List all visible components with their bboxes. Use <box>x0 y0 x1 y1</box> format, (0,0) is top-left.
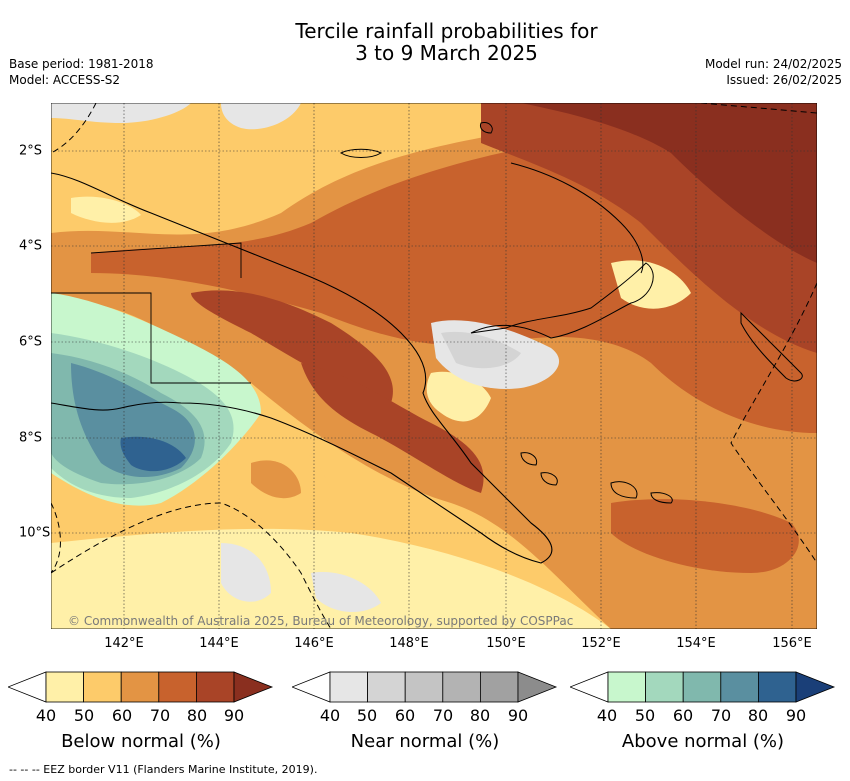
meta-left: Base period: 1981-2018 Model: ACCESS-S2 <box>9 56 154 88</box>
border-line <box>51 292 251 384</box>
colorbar-near-normal <box>292 671 558 703</box>
cbar-above-tick: 90 <box>785 706 807 725</box>
colorbar-swatch <box>329 671 368 703</box>
colorbar-swatch <box>367 671 406 703</box>
lon-label-152e: 152°E <box>581 636 621 651</box>
lon-label-148e: 148°E <box>389 636 429 651</box>
title-line-1: Tercile rainfall probabilities for <box>295 19 598 43</box>
coastline-manus <box>339 148 383 158</box>
copyright-text: © Commonwealth of Australia 2025, Bureau… <box>68 614 574 628</box>
coastline-bougainville <box>740 311 803 382</box>
colorbar-above-swatches <box>607 671 797 703</box>
colorbar-swatch <box>479 671 519 703</box>
below-normal-70-region-se <box>611 499 799 573</box>
cbar-near-tick: 70 <box>432 706 454 725</box>
colorbar-below-title: Below normal (%) <box>61 731 221 752</box>
colorbar-swatch <box>720 671 759 703</box>
colorbar-below-min-arrow <box>8 671 47 703</box>
below-normal-60-region-gulf <box>251 460 301 499</box>
above-normal-80-region <box>120 436 186 472</box>
colorbar-swatch <box>645 671 684 703</box>
lat-label-10s: 10°S <box>19 525 51 541</box>
colorbar-swatch <box>404 671 444 703</box>
model-run: Model run: 24/02/2025 <box>704 57 842 71</box>
cbar-below-tick: 50 <box>73 706 95 725</box>
cbar-below-tick: 60 <box>111 706 133 725</box>
graticule <box>51 103 817 629</box>
near-normal-50-region-east <box>441 331 521 369</box>
eez-border <box>51 103 817 629</box>
lat-label-6s: 6°S <box>19 334 43 350</box>
base-period: Base period: 1981-2018 <box>9 57 154 71</box>
map-title: Tercile rainfall probabilities for 3 to … <box>0 20 850 64</box>
meta-right: Model run: 24/02/2025 Issued: 26/02/2025 <box>705 56 842 88</box>
title-line-2: 3 to 9 March 2025 <box>355 41 538 65</box>
colorbar-swatch <box>757 671 797 703</box>
issued-date: Issued: 26/02/2025 <box>726 73 842 87</box>
below-normal-40-region-east <box>611 260 691 309</box>
lon-label-144e: 144°E <box>199 636 239 651</box>
colorbar-below-swatches <box>45 671 235 703</box>
cbar-near-tick: 40 <box>319 706 341 725</box>
province-border <box>90 242 242 278</box>
colorbar-above-min-arrow <box>570 671 609 703</box>
cbar-above-tick: 50 <box>634 706 656 725</box>
model-name: Model: ACCESS-S2 <box>9 73 121 87</box>
colorbar-swatch <box>45 671 84 703</box>
lon-label-142e: 142°E <box>104 636 144 651</box>
probability-map <box>50 102 818 630</box>
lat-label-8s: 8°S <box>19 430 43 446</box>
cbar-below-tick: 40 <box>35 706 57 725</box>
lat-label-4s: 4°S <box>19 238 43 254</box>
cbar-near-tick: 50 <box>356 706 378 725</box>
coastline-new-britain <box>470 262 654 339</box>
below-normal-80-region-central <box>191 290 393 403</box>
cbar-above-tick: 70 <box>710 706 732 725</box>
colorbar-near-max-arrow <box>517 671 558 703</box>
colorbar-near-swatches <box>329 671 519 703</box>
lon-label-156e: 156°E <box>772 636 812 651</box>
colorbar-swatch <box>607 671 646 703</box>
below-normal-80-region-south <box>301 363 484 493</box>
coastline-mainland <box>51 172 553 564</box>
cbar-near-tick: 90 <box>507 706 529 725</box>
colorbar-swatch <box>158 671 197 703</box>
below-normal-40-region-nw <box>71 196 141 223</box>
cbar-above-tick: 60 <box>672 706 694 725</box>
cbar-above-tick: 40 <box>596 706 618 725</box>
coastline-new-ireland <box>510 162 644 274</box>
colorbar-swatch <box>120 671 160 703</box>
colorbar-above-title: Above normal (%) <box>621 731 785 752</box>
colorbar-below-normal <box>8 671 274 703</box>
near-normal-40-region-north-2 <box>221 103 301 130</box>
cbar-above-tick: 80 <box>747 706 769 725</box>
cbar-below-tick: 80 <box>186 706 208 725</box>
colorbar-below-max-arrow <box>233 671 274 703</box>
eez-footnote: -- -- -- EEZ border V11 (Flanders Marine… <box>9 763 318 776</box>
cbar-below-tick: 90 <box>223 706 245 725</box>
colorbar-near-min-arrow <box>292 671 331 703</box>
coastline-islands <box>480 122 673 504</box>
colorbar-swatch <box>83 671 122 703</box>
colorbar-swatch <box>195 671 235 703</box>
colorbar-above-normal <box>570 671 836 703</box>
colorbar-swatch <box>682 671 722 703</box>
below-normal-90-region-ne <box>521 103 817 263</box>
colorbar-near-title: Near normal (%) <box>350 731 500 752</box>
near-normal-40-region-south-2 <box>311 572 381 613</box>
lat-label-2s: 2°S <box>19 143 43 159</box>
cbar-below-tick: 70 <box>149 706 171 725</box>
lon-label-154e: 154°E <box>676 636 716 651</box>
near-normal-40-region-north <box>51 103 191 123</box>
lon-label-150e: 150°E <box>486 636 526 651</box>
near-normal-40-region-south <box>221 543 271 602</box>
colorbar-above-max-arrow <box>795 671 836 703</box>
map-svg <box>50 102 818 630</box>
cbar-near-tick: 60 <box>394 706 416 725</box>
colorbar-swatch <box>442 671 481 703</box>
cbar-near-tick: 80 <box>469 706 491 725</box>
lon-label-146e: 146°E <box>294 636 334 651</box>
